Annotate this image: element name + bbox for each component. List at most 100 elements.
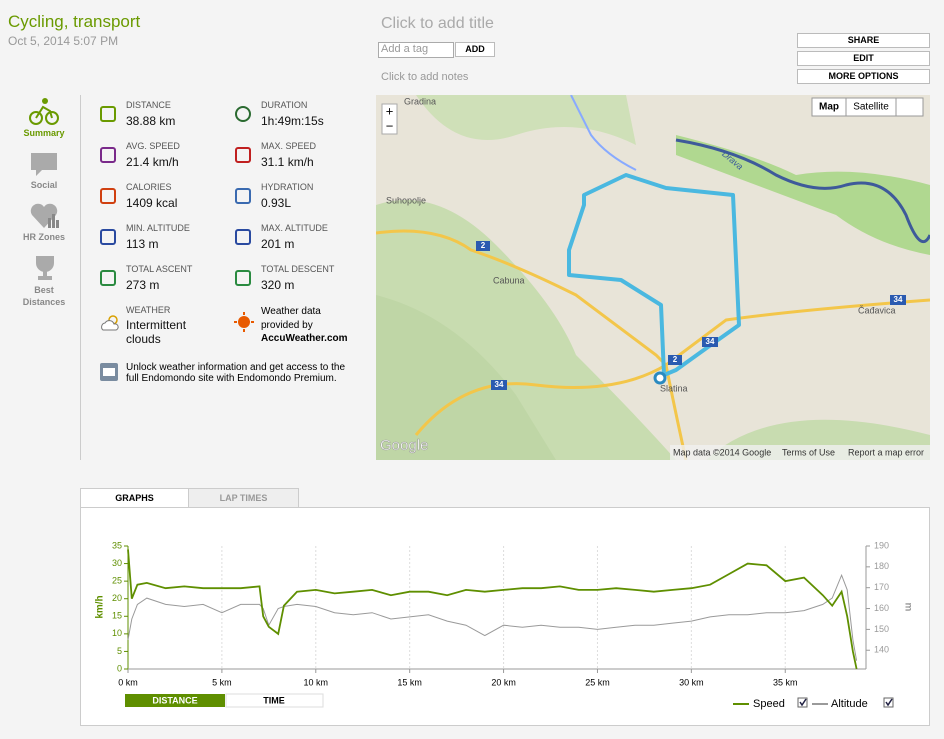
y-axis-title: km/h [95, 595, 106, 618]
checkmark [885, 698, 893, 707]
x-tick-label: 35 km [773, 677, 798, 687]
weather-label: WEATHER [126, 305, 171, 315]
map-button[interactable]: Map [819, 102, 839, 113]
stat-icon [235, 147, 251, 163]
weather-icon [101, 315, 119, 331]
place-label: Suhopolje [386, 195, 426, 205]
best-distances-tab[interactable]: Best Distances [22, 285, 66, 307]
y2-tick-label: 170 [874, 582, 889, 592]
best-distances-icon [36, 256, 54, 280]
road-shield: 34 [495, 380, 504, 389]
sidebar-divider [80, 95, 81, 460]
place-label: Cabuna [493, 275, 525, 285]
weather-provider[interactable]: AccuWeather.com [261, 333, 348, 344]
y-tick-label: 5 [117, 646, 122, 656]
y-tick-label: 25 [112, 576, 122, 586]
y2-tick-label: 140 [874, 645, 889, 655]
road-shield: 34 [894, 295, 903, 304]
stat-icon [100, 270, 116, 286]
zoom-in[interactable]: + [386, 103, 394, 118]
y2-tick-label: 160 [874, 603, 889, 613]
stat-label: CALORIES [126, 182, 172, 192]
place-label: Čađavica [858, 305, 896, 315]
stat-icon [235, 270, 251, 286]
hr-zones-tab[interactable]: HR Zones [22, 232, 65, 242]
stat-icon [100, 106, 116, 122]
x-tick-label: 25 km [585, 677, 610, 687]
stat-label: HYDRATION [261, 182, 314, 192]
tag-input[interactable]: Add a tag [378, 42, 454, 58]
stat-label: AVG. SPEED [126, 141, 180, 151]
legend-checkbox[interactable] [883, 697, 894, 708]
y-tick-label: 15 [112, 611, 122, 621]
add-title[interactable]: Click to add title [381, 15, 494, 32]
place-label: Gradina [404, 96, 436, 106]
stat-value: 21.4 km/h [126, 155, 179, 169]
stat-icon [100, 229, 116, 245]
stat-icon [235, 106, 251, 122]
stat-value: 201 m [261, 237, 295, 251]
accuweather-icon [234, 312, 254, 332]
stat-value: 38.88 km [126, 114, 176, 128]
time-button[interactable] [225, 693, 324, 708]
stat-icon [235, 229, 251, 245]
y2-tick-label: 190 [874, 540, 889, 550]
y-tick-label: 30 [112, 558, 122, 568]
stat-label: TOTAL ASCENT [126, 264, 193, 274]
x-tick-label: 5 km [212, 677, 232, 687]
legend-label: Speed [753, 698, 785, 710]
stat-label: MAX. SPEED [261, 141, 317, 151]
series-line [127, 573, 858, 661]
more-options-button[interactable]: MORE OPTIONS [797, 69, 930, 84]
stat-label: MIN. ALTITUDE [126, 223, 190, 233]
y-tick-label: 35 [112, 540, 122, 550]
social-tab[interactable]: Social [30, 180, 58, 190]
workout-title: Cycling, transport [8, 12, 141, 31]
weather-provider-text: Weather data provided by [261, 306, 321, 331]
x-tick-label: 30 km [679, 677, 704, 687]
distance-button[interactable] [125, 694, 225, 707]
stat-value: 1h:49m:15s [261, 114, 324, 128]
y-tick-label: 0 [117, 663, 122, 673]
add-tag-button[interactable]: ADD [455, 42, 495, 57]
report-link[interactable]: Report a map error [848, 447, 924, 457]
checkmark [799, 698, 807, 707]
graphs-tab[interactable]: GRAPHS [80, 488, 189, 508]
x-tick-label: 20 km [491, 677, 516, 687]
distance-button-label[interactable]: DISTANCE [152, 695, 197, 705]
stat-value: 31.1 km/h [261, 155, 314, 169]
road-shield: 34 [706, 337, 715, 346]
y2-tick-label: 150 [874, 624, 889, 634]
stat-label: TOTAL DESCENT [261, 264, 335, 274]
lap-times-tab[interactable]: LAP TIMES [188, 488, 299, 508]
stat-label: DURATION [261, 100, 308, 110]
satellite-button[interactable]: Satellite [853, 102, 889, 113]
summary-tab[interactable]: Summary [23, 128, 65, 138]
zoom-out[interactable]: − [386, 118, 394, 133]
stat-icon [100, 147, 116, 163]
social-icon [31, 153, 57, 176]
add-notes[interactable]: Click to add notes [381, 71, 469, 83]
legend-checkbox[interactable] [797, 697, 808, 708]
summary-icon [29, 98, 59, 125]
x-tick-label: 15 km [397, 677, 422, 687]
place-label: Slatina [660, 383, 688, 393]
map[interactable]: + − Map Satellite Gradina Suhopolje Cabu… [376, 95, 930, 460]
edit-button[interactable]: EDIT [797, 51, 930, 66]
stat-icon [100, 188, 116, 204]
time-button-label[interactable]: TIME [263, 695, 285, 705]
promo-icon [100, 363, 118, 381]
series-line [127, 549, 858, 670]
stat-value: 113 m [126, 237, 159, 251]
chart: 0 km 5 km 10 km 15 km 20 km 25 km 30 km 35 km 0 5… [80, 507, 930, 726]
stat-label: DISTANCE [126, 100, 171, 110]
stat-value: 273 m [126, 278, 160, 292]
premium-promo[interactable]: Unlock weather information and get acces… [126, 362, 346, 384]
workout-date: Oct 5, 2014 5:07 PM [8, 34, 119, 48]
map-attribution: Map data ©2014 Google [673, 447, 771, 457]
y2-axis-title: m [902, 603, 913, 612]
stat-value: 1409 kcal [126, 196, 178, 210]
terms-link[interactable]: Terms of Use [782, 447, 835, 457]
share-button[interactable]: SHARE [797, 33, 930, 48]
